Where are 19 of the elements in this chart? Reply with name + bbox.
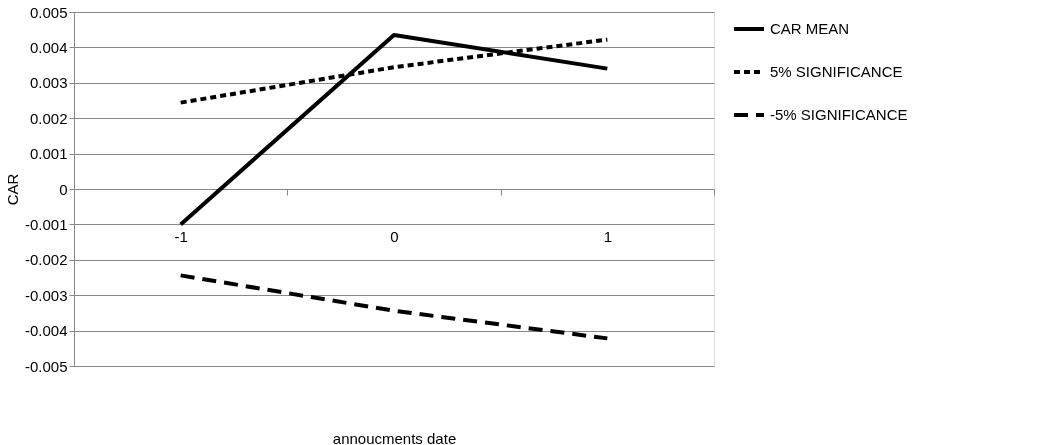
y-tick-label: 0.004 [29,38,68,56]
y-tick-label: -0.002 [24,251,68,269]
y-tick-label: -0.004 [24,322,68,340]
y-tick-label: -0.001 [24,215,68,233]
y-tick-label: -0.005 [24,357,68,375]
legend-label: -5% SIGNIFICANCE [770,106,908,123]
y-tick-label: 0.005 [29,3,68,21]
y-tick-label: -0.003 [24,286,68,304]
y-tick-label: 0.001 [29,145,68,163]
x-tick-label: -1 [174,227,188,245]
y-tick-label: 0.002 [29,109,68,127]
y-axis-title: CAR [3,173,21,206]
y-tick-label: 0 [59,180,68,198]
x-tick-label: 0 [390,227,399,245]
x-axis-title: annoucments date [332,429,457,445]
y-tick-label: 0.003 [29,74,68,92]
x-tick-label: 1 [603,227,613,245]
legend-label: 5% SIGNIFICANCE [770,63,903,80]
legend-label: CAR MEAN [770,20,850,37]
